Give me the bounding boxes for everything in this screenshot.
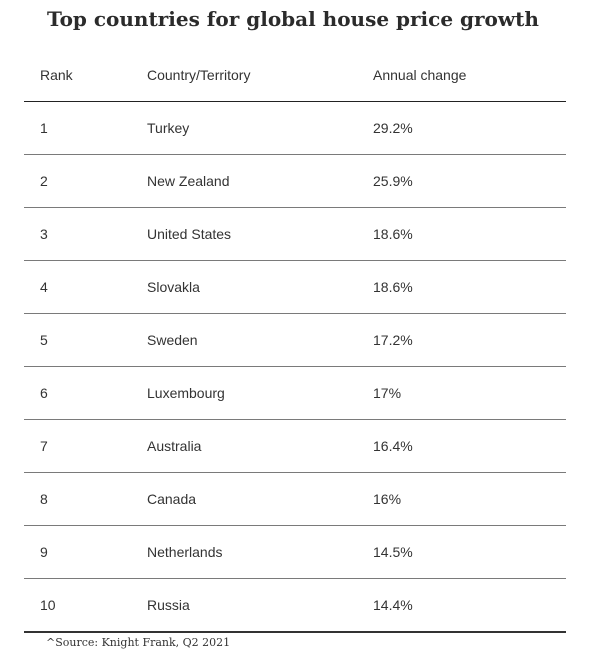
change-cell: 18.6% bbox=[373, 226, 413, 242]
table-row: 10 Russia 14.4% bbox=[24, 579, 566, 633]
table-row: 6 Luxembourg 17% bbox=[24, 367, 566, 420]
rank-cell: 1 bbox=[40, 120, 48, 136]
growth-table: Rank Country/Territory Annual change 1 T… bbox=[24, 48, 566, 633]
change-cell: 14.4% bbox=[373, 597, 413, 613]
change-cell: 18.6% bbox=[373, 279, 413, 295]
table-header-row: Rank Country/Territory Annual change bbox=[24, 48, 566, 102]
table-row: 5 Sweden 17.2% bbox=[24, 314, 566, 367]
header-annual-change: Annual change bbox=[373, 66, 467, 83]
rank-cell: 7 bbox=[40, 438, 48, 454]
rank-cell: 10 bbox=[40, 597, 56, 613]
country-cell: Canada bbox=[147, 491, 197, 507]
country-cell: Luxembourg bbox=[147, 385, 225, 401]
source-note: ^Source: Knight Frank, Q2 2021 bbox=[46, 636, 231, 649]
table-row: 7 Australia 16.4% bbox=[24, 420, 566, 473]
table-row: 1 Turkey 29.2% bbox=[24, 102, 566, 155]
country-cell: Sweden bbox=[147, 332, 198, 348]
table-row: 3 United States 18.6% bbox=[24, 208, 566, 261]
country-cell: New Zealand bbox=[147, 173, 230, 189]
rank-cell: 6 bbox=[40, 385, 48, 401]
rank-cell: 4 bbox=[40, 279, 48, 295]
change-cell: 17.2% bbox=[373, 332, 413, 348]
table-row: 9 Netherlands 14.5% bbox=[24, 526, 566, 579]
rank-cell: 2 bbox=[40, 173, 48, 189]
country-cell: Slovakla bbox=[147, 279, 200, 295]
chart-title: Top countries for global house price gro… bbox=[47, 7, 539, 31]
change-cell: 16% bbox=[373, 491, 402, 507]
country-cell: Australia bbox=[147, 438, 202, 454]
table-row: 8 Canada 16% bbox=[24, 473, 566, 526]
header-country: Country/Territory bbox=[147, 66, 251, 83]
table-row: 4 Slovakla 18.6% bbox=[24, 261, 566, 314]
change-cell: 29.2% bbox=[373, 120, 413, 136]
rank-cell: 9 bbox=[40, 544, 48, 560]
header-rank: Rank bbox=[40, 66, 73, 83]
change-cell: 17% bbox=[373, 385, 402, 401]
country-cell: Turkey bbox=[147, 120, 190, 136]
change-cell: 25.9% bbox=[373, 173, 413, 189]
rank-cell: 5 bbox=[40, 332, 48, 348]
table-row: 2 New Zealand 25.9% bbox=[24, 155, 566, 208]
country-cell: Russia bbox=[147, 597, 190, 613]
change-cell: 16.4% bbox=[373, 438, 413, 454]
rank-cell: 8 bbox=[40, 491, 48, 507]
country-cell: United States bbox=[147, 226, 232, 242]
rank-cell: 3 bbox=[40, 226, 48, 242]
change-cell: 14.5% bbox=[373, 544, 413, 560]
country-cell: Netherlands bbox=[147, 544, 223, 560]
